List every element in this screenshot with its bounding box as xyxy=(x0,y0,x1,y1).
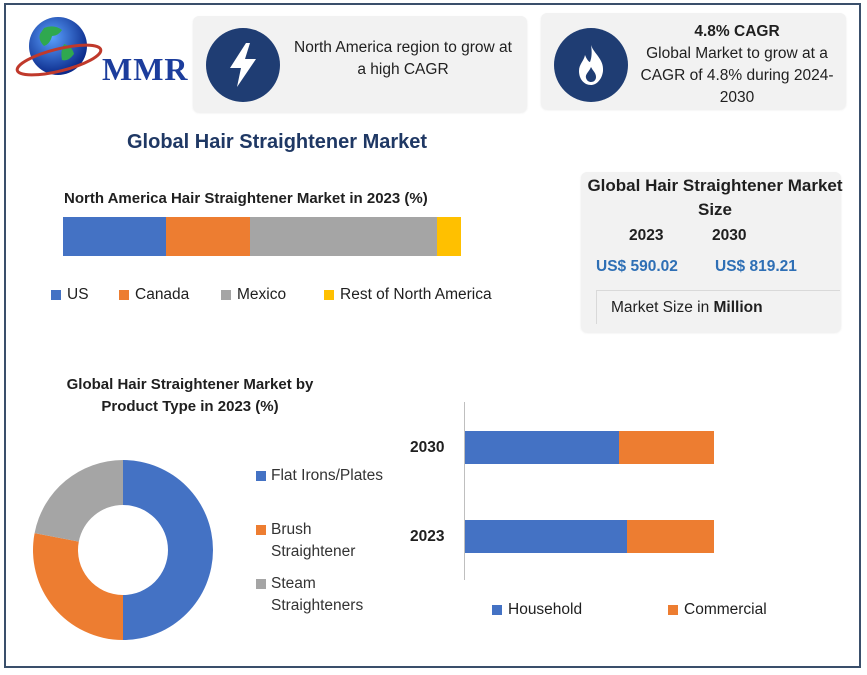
market-size-value-2030: US$ 819.21 xyxy=(715,258,797,275)
donut-legend-swatch-flat-irons-plates xyxy=(256,471,266,481)
legend-swatch xyxy=(51,290,61,300)
legend-swatch xyxy=(119,290,129,300)
flame-icon xyxy=(554,28,628,102)
legend-label: Rest of North America xyxy=(340,286,492,303)
cagr-text: Global Market to grow at a CAGR of 4.8% … xyxy=(640,45,834,106)
mmr-logo: MMR xyxy=(14,14,188,87)
na-legend-item-mexico: Mexico xyxy=(221,286,286,304)
legend-label: Mexico xyxy=(237,286,287,303)
na-stacked-bar xyxy=(63,217,461,256)
year-bar-segment-2030-commercial xyxy=(619,431,714,464)
donut-slice-brush-straightener xyxy=(33,533,123,640)
year-bar-segment-2030-household xyxy=(465,431,620,464)
na-legend-item-rest-of-north-america: Rest of North America xyxy=(324,286,492,304)
donut-slice-flat-irons-plates xyxy=(123,460,213,640)
year-bar-segment-2023-commercial xyxy=(626,520,714,553)
na-legend-item-us: US xyxy=(51,286,89,304)
market-size-title: Global Hair Straightener Market Size xyxy=(587,176,843,219)
na-bar-segment-canada xyxy=(166,217,251,256)
donut-legend-label-steam-straighteners: Steam Straighteners xyxy=(271,575,364,614)
donut-chart-title: Global Hair Straightener Market by Produ… xyxy=(66,376,314,415)
donut-legend-swatch-brush-straightener xyxy=(256,525,266,535)
legend-swatch xyxy=(324,290,334,300)
market-size-value-2023: US$ 590.02 xyxy=(596,258,678,275)
legend-swatch xyxy=(668,605,678,615)
na-bar-segment-rest-of-north-america xyxy=(437,217,461,256)
donut-legend-label-flat-irons-plates: Flat Irons/Plates xyxy=(271,467,383,484)
market-size-unit: Market Size in Million xyxy=(596,290,840,324)
cagr-title: 4.8% CAGR xyxy=(694,23,780,40)
legend-label: US xyxy=(67,286,89,303)
highlight-card-cagr: 4.8% CAGR Global Market to grow at a CAG… xyxy=(541,13,846,109)
na-bar-segment-us xyxy=(63,217,167,256)
legend-label: Household xyxy=(508,601,583,618)
year-bar-2030 xyxy=(465,431,714,464)
market-size-year-2023: 2023 xyxy=(629,227,664,244)
na-bar-segment-mexico xyxy=(250,217,438,256)
y-axis-line xyxy=(464,402,465,580)
infographic-frame xyxy=(4,3,861,668)
legend-swatch xyxy=(221,290,231,300)
highlight-card-region: North America region to grow at a high C… xyxy=(193,16,527,112)
year-legend-item-household: Household xyxy=(492,601,582,619)
donut-legend-swatch-steam-straighteners xyxy=(256,579,266,589)
lightning-bolt-icon xyxy=(206,28,280,102)
year-bar-label-2023: 2023 xyxy=(410,528,445,545)
highlight-text-region: North America region to grow at a high C… xyxy=(294,39,512,78)
na-chart-title: North America Hair Straightener Market i… xyxy=(64,190,428,207)
legend-label: Canada xyxy=(135,286,190,303)
year-bar-label-2030: 2030 xyxy=(410,439,445,456)
year-bar-segment-2023-household xyxy=(465,520,627,553)
donut-legend-label-brush-straightener: Brush Straightener xyxy=(271,521,356,560)
year-legend-item-commercial: Commercial xyxy=(668,601,767,619)
year-bar-2023 xyxy=(465,520,714,553)
market-size-year-2030: 2030 xyxy=(712,227,747,244)
legend-swatch xyxy=(492,605,502,615)
unit-prefix: Market Size in xyxy=(611,298,714,316)
na-legend-item-canada: Canada xyxy=(119,286,189,304)
unit-bold: Million xyxy=(713,298,763,316)
page-title: Global Hair Straightener Market xyxy=(127,131,428,153)
donut-slice-steam-straighteners xyxy=(34,460,123,542)
logo-text: MMR xyxy=(102,51,189,87)
globe-icon xyxy=(15,17,103,77)
legend-label: Commercial xyxy=(684,601,767,618)
donut-chart xyxy=(33,460,213,640)
